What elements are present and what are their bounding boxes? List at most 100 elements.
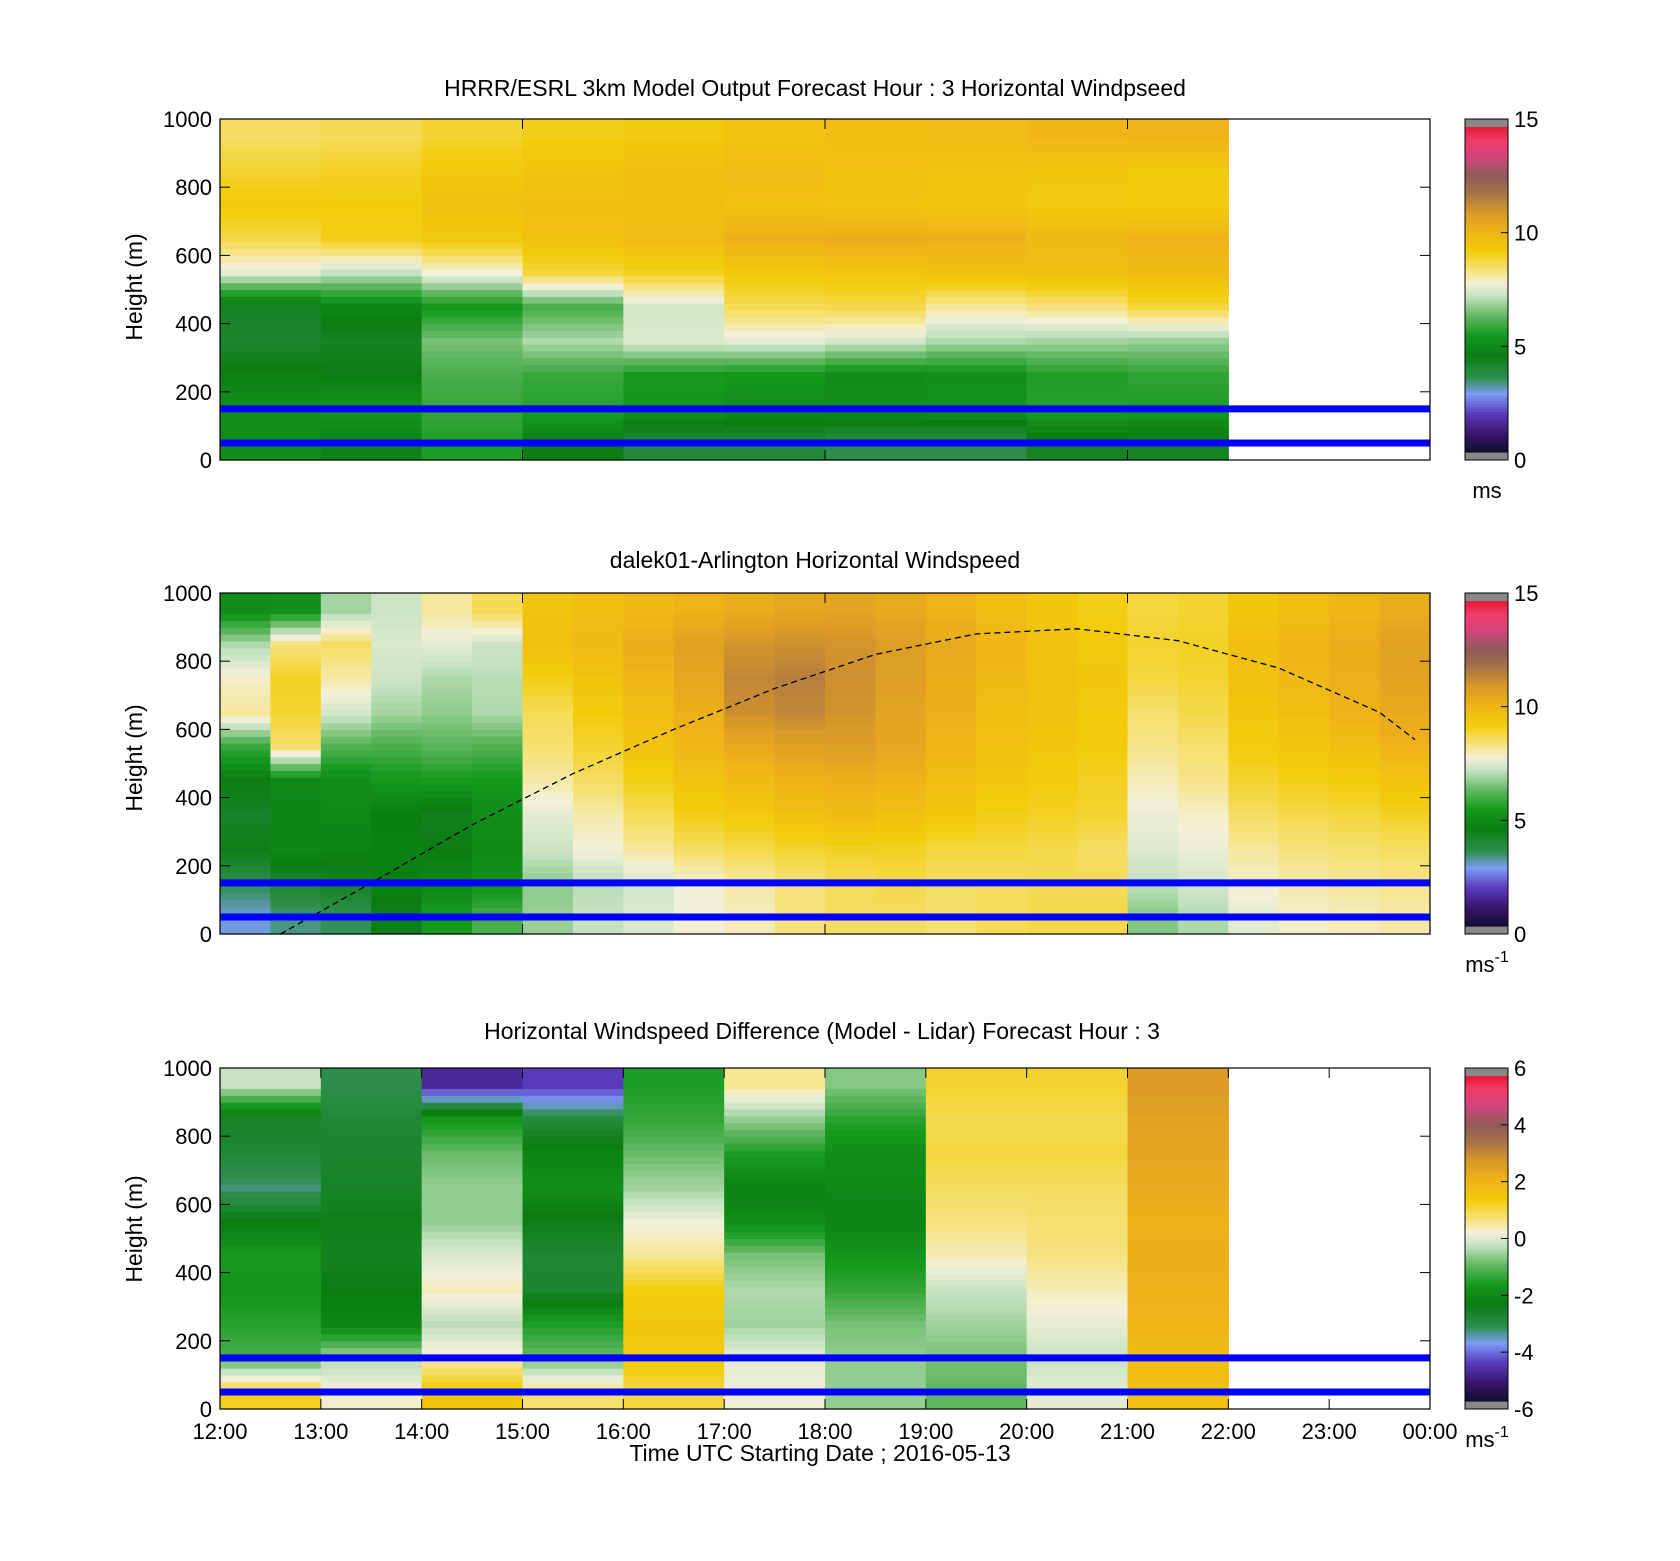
heatmap-cell — [421, 1102, 524, 1110]
colorbar-swatch — [1465, 614, 1508, 618]
heatmap-cell — [522, 1129, 624, 1137]
heatmap-cell — [220, 927, 272, 935]
heatmap-cell — [320, 770, 372, 778]
heatmap-cell — [522, 1320, 624, 1328]
heatmap-cell — [1379, 893, 1431, 901]
heatmap-cell — [472, 893, 524, 901]
heatmap-cell — [623, 852, 675, 860]
heatmap-cell — [623, 384, 725, 393]
heatmap-cell — [1278, 804, 1330, 812]
colorbar-swatch — [1465, 411, 1508, 415]
heatmap-cell — [320, 344, 423, 352]
heatmap-cell — [522, 1368, 624, 1376]
heatmap-cell — [421, 1231, 524, 1240]
heatmap-cell — [1026, 1368, 1129, 1376]
heatmap-cell — [220, 255, 322, 263]
heatmap-cell — [1228, 633, 1280, 642]
heatmap-cell — [522, 838, 574, 846]
colorbar-swatch — [1465, 278, 1508, 282]
heatmap-cell — [472, 736, 524, 744]
heatmap-cell — [522, 1143, 624, 1151]
colorbar-swatch — [1465, 1257, 1508, 1261]
heatmap-cell — [825, 1068, 927, 1076]
heatmap-cell — [1127, 1313, 1229, 1321]
heatmap-cell — [1026, 391, 1129, 400]
heatmap-cell — [875, 790, 927, 799]
colorbar-swatch — [1465, 357, 1508, 361]
heatmap-cell — [220, 303, 322, 311]
heatmap-cell — [472, 831, 524, 840]
heatmap-cell — [522, 139, 624, 147]
heatmap-cell — [1026, 1402, 1129, 1410]
heatmap-cell — [673, 811, 725, 819]
heatmap-cell — [623, 749, 675, 758]
heatmap-cell — [1127, 613, 1179, 621]
heatmap-cell — [1228, 927, 1280, 935]
heatmap-cell — [1127, 1320, 1229, 1328]
heatmap-cell — [623, 1374, 725, 1383]
heatmap-cell — [825, 1149, 927, 1158]
heatmap-cell — [724, 139, 826, 147]
heatmap-cell — [421, 1258, 524, 1267]
heatmap-cell — [1379, 783, 1431, 792]
heatmap-cell — [421, 831, 473, 840]
heatmap-cell — [220, 1231, 322, 1240]
heatmap-cell — [724, 729, 776, 737]
heatmap-cell — [1379, 729, 1431, 737]
heatmap-cell — [320, 633, 372, 642]
heatmap-cell — [1127, 1095, 1229, 1103]
heatmap-cell — [220, 1108, 322, 1117]
heatmap-cell — [522, 1115, 624, 1124]
heatmap-cell — [421, 722, 473, 730]
heatmap-cell — [320, 1115, 423, 1124]
heatmap-cell — [1228, 797, 1280, 806]
heatmap-cell — [421, 1197, 524, 1205]
heatmap-cell — [623, 1136, 725, 1144]
heatmap-cell — [623, 729, 675, 737]
heatmap-cell — [623, 337, 725, 345]
heatmap-cell — [825, 906, 877, 915]
heatmap-cell — [421, 777, 473, 785]
heatmap-cell — [220, 749, 272, 758]
heatmap-cell — [623, 1313, 725, 1321]
heatmap-cell — [925, 1347, 1028, 1356]
heatmap-cell — [1026, 811, 1078, 819]
colorbar-swatch — [1465, 381, 1508, 385]
heatmap-cell — [371, 920, 423, 928]
heatmap-cell — [522, 159, 624, 168]
colorbar-swatch — [1465, 1238, 1508, 1242]
heatmap-cell — [724, 221, 826, 229]
colorbar-swatch — [1465, 739, 1508, 743]
heatmap-cell — [774, 906, 826, 915]
heatmap-cell — [220, 125, 322, 134]
heatmap-cell — [1278, 845, 1330, 853]
colorbar-swatch — [1465, 1149, 1508, 1153]
colorbar-swatch — [1465, 1092, 1508, 1096]
heatmap-cell — [825, 620, 877, 628]
heatmap-cell — [421, 282, 524, 291]
colorbar-swatch — [1465, 229, 1508, 234]
heatmap-cell — [925, 1245, 1028, 1253]
heatmap-cell — [522, 770, 574, 778]
heatmap-cell — [774, 606, 826, 615]
heatmap-cell — [522, 824, 574, 833]
heatmap-cell — [1127, 357, 1229, 366]
heatmap-cell — [825, 1177, 927, 1185]
heatmap-cell — [724, 119, 826, 127]
heatmap-cell — [724, 872, 776, 881]
colorbar-swatch — [1465, 408, 1508, 412]
heatmap-cell — [320, 886, 372, 894]
heatmap-cell — [724, 398, 826, 407]
heatmap-cell — [472, 777, 524, 785]
heatmap-cell — [270, 599, 322, 608]
heatmap-cell — [220, 446, 322, 454]
heatmap-cell — [875, 633, 927, 642]
heatmap-cell — [522, 1156, 624, 1165]
colorbar-swatch — [1465, 771, 1508, 775]
heatmap-cell — [572, 681, 624, 690]
heatmap-cell — [270, 695, 322, 703]
heatmap-cell — [774, 783, 826, 792]
heatmap-cell — [1127, 269, 1229, 277]
heatmap-cell — [572, 633, 624, 642]
